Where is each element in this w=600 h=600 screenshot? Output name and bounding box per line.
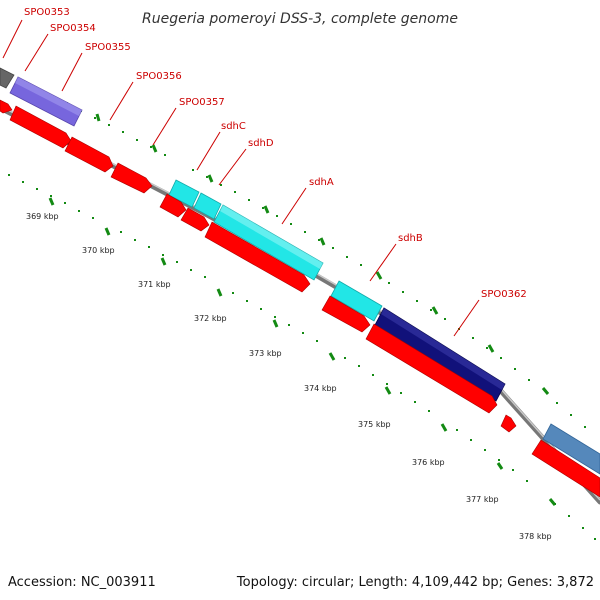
cds-arrow[interactable] <box>531 439 600 498</box>
kbp-label: 378 kbp <box>519 532 552 541</box>
kbp-label: 377 kbp <box>466 495 499 504</box>
gene-label-spo0357[interactable]: SPO0357 <box>179 97 225 108</box>
gene-label-sdha[interactable]: sdhA <box>309 177 334 188</box>
feature-sdhb[interactable] <box>330 280 383 322</box>
kbp-label: 375 kbp <box>358 420 391 429</box>
feature-spo0353[interactable] <box>0 67 15 89</box>
gene-label-sdhd[interactable]: sdhD <box>248 138 274 149</box>
label-leader-lines <box>2 19 480 337</box>
kbp-label: 371 kbp <box>138 280 171 289</box>
cds-arrow[interactable] <box>500 414 517 433</box>
kbp-label: 372 kbp <box>194 314 227 323</box>
cds-arrows <box>0 99 600 498</box>
map-title: Ruegeria pomeroyi DSS-3, complete genome <box>142 11 458 27</box>
gene-label-spo0354[interactable]: SPO0354 <box>50 23 96 34</box>
feature-spo0354[interactable] <box>9 76 83 127</box>
cds-arrow[interactable] <box>0 99 13 114</box>
cds-arrow[interactable] <box>365 323 498 414</box>
gene-label-spo0353[interactable]: SPO0353 <box>24 7 70 18</box>
cds-arrow[interactable] <box>64 136 114 173</box>
feature-spo0362[interactable] <box>374 307 506 402</box>
feature-sdhd[interactable] <box>193 192 222 220</box>
cds-arrow[interactable] <box>204 221 311 293</box>
kbp-label: 370 kbp <box>82 246 115 255</box>
cds-arrow[interactable] <box>9 105 72 149</box>
genome-backbone <box>0 105 600 505</box>
kbp-label: 376 kbp <box>412 458 445 467</box>
kbp-label: 369 kbp <box>26 212 59 221</box>
feature-sdhc[interactable] <box>168 179 200 208</box>
position-labels: 369 kbp 370 kbp 371 kbp 372 kbp 373 kbp … <box>26 212 552 541</box>
gene-label-spo0355[interactable]: SPO0355 <box>85 42 131 53</box>
cds-arrow[interactable] <box>159 193 187 218</box>
gene-label-sdhb[interactable]: sdhB <box>398 233 423 244</box>
gene-labels: SPO0353 SPO0354 SPO0355 SPO0356 SPO0357 … <box>24 7 527 300</box>
inner-scale-dots <box>8 174 596 540</box>
cds-arrow[interactable] <box>321 295 371 333</box>
outer-scale-major-ticks <box>95 113 550 395</box>
accession-text: Accession: NC_003911 <box>8 575 156 590</box>
feature-sdha[interactable] <box>213 204 324 281</box>
gene-label-spo0362[interactable]: SPO0362 <box>481 289 527 300</box>
cds-arrow[interactable] <box>110 162 153 194</box>
kbp-label: 374 kbp <box>304 384 337 393</box>
kbp-label: 373 kbp <box>249 349 282 358</box>
cds-arrow[interactable] <box>180 207 210 232</box>
genome-stats-text: Topology: circular; Length: 4,109,442 bp… <box>236 575 594 590</box>
feature-steel-blue[interactable] <box>542 423 600 475</box>
inner-scale-major-ticks <box>48 197 557 506</box>
gene-label-sdhc[interactable]: sdhC <box>221 121 246 132</box>
gene-label-spo0356[interactable]: SPO0356 <box>136 71 182 82</box>
